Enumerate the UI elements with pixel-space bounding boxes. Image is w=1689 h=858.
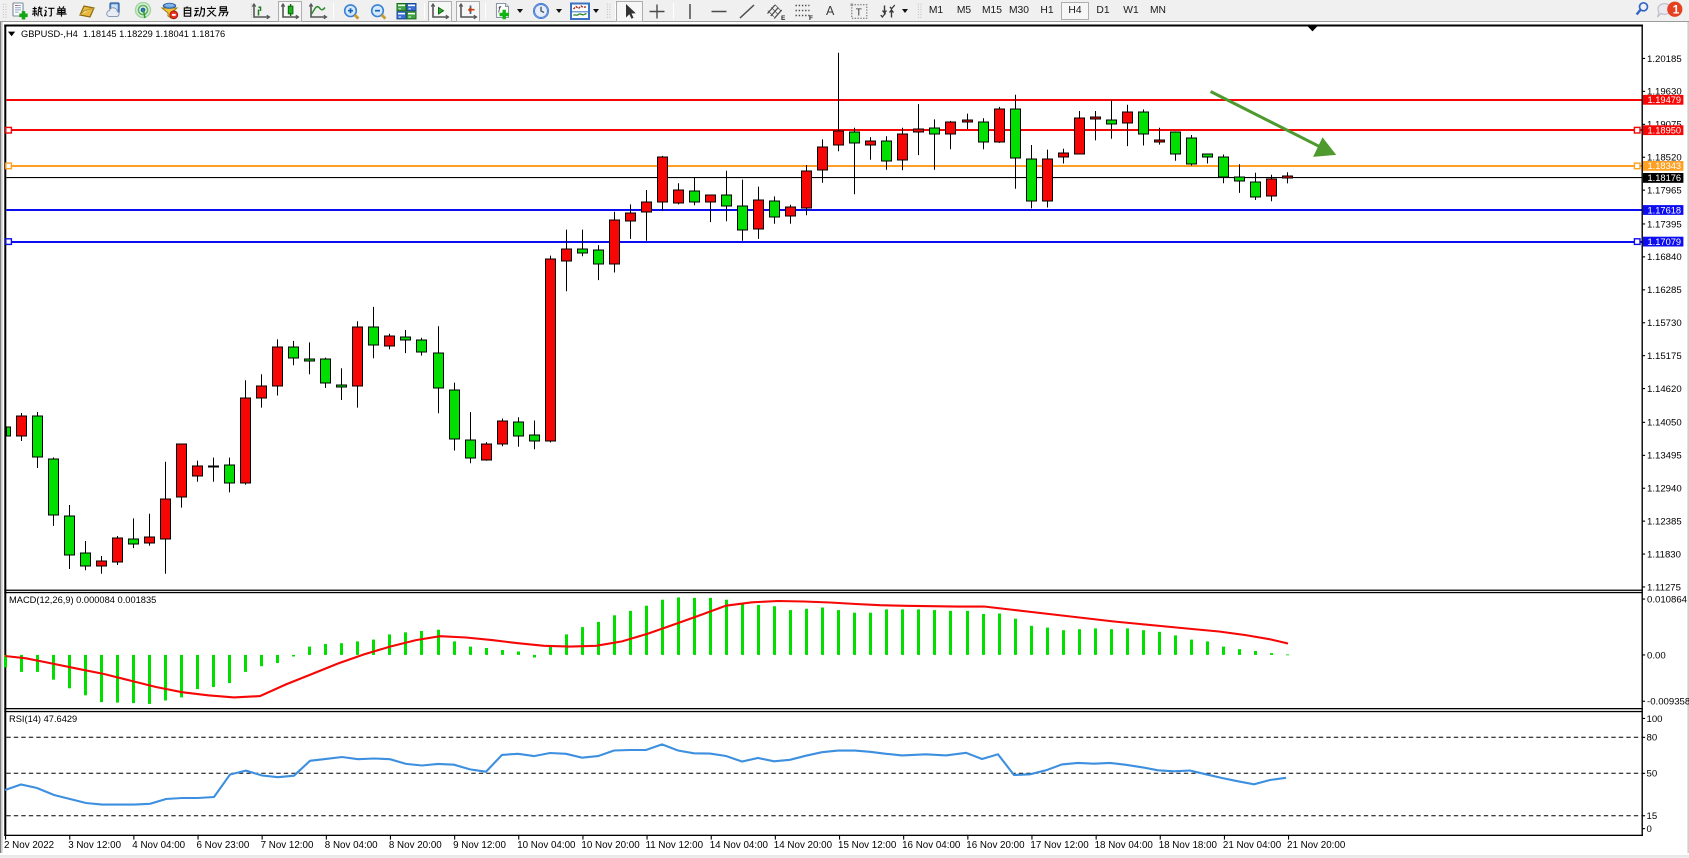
svg-text:8 Nov 20:00: 8 Nov 20:00	[389, 840, 442, 851]
svg-text:15: 15	[1647, 811, 1658, 822]
svg-text:17 Nov 12:00: 17 Nov 12:00	[1030, 840, 1089, 851]
svg-text:50: 50	[1647, 769, 1658, 780]
svg-text:1.13495: 1.13495	[1647, 451, 1682, 462]
svg-text:16 Nov 04:00: 16 Nov 04:00	[902, 840, 961, 851]
svg-text:0: 0	[1647, 824, 1652, 835]
svg-text:RSI(14) 47.6429: RSI(14) 47.6429	[9, 714, 77, 724]
svg-text:15 Nov 12:00: 15 Nov 12:00	[838, 840, 897, 851]
svg-text:16 Nov 20:00: 16 Nov 20:00	[966, 840, 1025, 851]
svg-text:1.17965: 1.17965	[1647, 186, 1682, 197]
svg-text:10 Nov 20:00: 10 Nov 20:00	[581, 840, 640, 851]
svg-text:GBPUSD-,H4 1.18145 1.18229 1.: GBPUSD-,H4 1.18145 1.18229 1.18041 1.181…	[21, 29, 225, 39]
svg-text:1.11275: 1.11275	[1647, 582, 1681, 593]
svg-text:80: 80	[1647, 733, 1658, 744]
svg-text:0.010864: 0.010864	[1647, 594, 1688, 605]
svg-text:1.18950: 1.18950	[1648, 126, 1682, 136]
svg-text:9 Nov 12:00: 9 Nov 12:00	[453, 840, 506, 851]
svg-text:1.20185: 1.20185	[1647, 54, 1682, 65]
svg-text:1.11830: 1.11830	[1647, 549, 1681, 560]
svg-text:1.16285: 1.16285	[1647, 285, 1682, 296]
svg-text:-0.009358: -0.009358	[1647, 697, 1689, 708]
svg-text:f: f	[498, 5, 502, 15]
svg-text:10 Nov 04:00: 10 Nov 04:00	[517, 840, 576, 851]
svg-text:1.19075: 1.19075	[1647, 120, 1682, 131]
svg-text:1.18520: 1.18520	[1647, 153, 1682, 164]
svg-text:21 Nov 20:00: 21 Nov 20:00	[1287, 840, 1346, 851]
svg-text:0.00: 0.00	[1647, 650, 1666, 661]
svg-text:4 Nov 04:00: 4 Nov 04:00	[132, 840, 185, 851]
svg-text:T: T	[856, 8, 862, 19]
svg-text:1.17618: 1.17618	[1648, 205, 1682, 215]
svg-text:7 Nov 12:00: 7 Nov 12:00	[261, 840, 314, 851]
svg-text:1.12385: 1.12385	[1647, 517, 1682, 528]
svg-text:3 Nov 12:00: 3 Nov 12:00	[68, 840, 121, 851]
svg-text:1.19630: 1.19630	[1647, 87, 1682, 98]
svg-text:14 Nov 04:00: 14 Nov 04:00	[710, 840, 769, 851]
svg-text:E: E	[781, 15, 786, 21]
svg-text:1.18343: 1.18343	[1648, 161, 1682, 171]
svg-text:18 Nov 18:00: 18 Nov 18:00	[1159, 840, 1218, 851]
svg-text:1.15730: 1.15730	[1647, 318, 1682, 329]
svg-text:1.17079: 1.17079	[1648, 237, 1682, 247]
svg-text:11 Nov 12:00: 11 Nov 12:00	[646, 840, 704, 851]
svg-text:1.12940: 1.12940	[1647, 484, 1682, 495]
svg-text:100: 100	[1647, 714, 1663, 725]
svg-text:18 Nov 04:00: 18 Nov 04:00	[1095, 840, 1154, 851]
svg-text:1.16840: 1.16840	[1647, 252, 1682, 263]
svg-text:1.17395: 1.17395	[1647, 219, 1682, 230]
svg-text:1: 1	[1673, 2, 1680, 16]
svg-text:14 Nov 20:00: 14 Nov 20:00	[774, 840, 833, 851]
svg-text:2 Nov 2022: 2 Nov 2022	[4, 840, 54, 851]
svg-text:F: F	[809, 15, 813, 21]
svg-text:1.18176: 1.18176	[1648, 173, 1682, 183]
svg-text:1.14050: 1.14050	[1647, 418, 1682, 429]
svg-text:1.14620: 1.14620	[1647, 384, 1682, 395]
svg-text:1.15175: 1.15175	[1647, 351, 1682, 362]
svg-text:21 Nov 04:00: 21 Nov 04:00	[1223, 840, 1282, 851]
svg-text:1.19479: 1.19479	[1648, 95, 1682, 105]
svg-text:6 Nov 23:00: 6 Nov 23:00	[197, 840, 250, 851]
svg-text:8 Nov 04:00: 8 Nov 04:00	[325, 840, 378, 851]
svg-text:MACD(12,26,9) 0.000084 0.00183: MACD(12,26,9) 0.000084 0.001835	[9, 595, 156, 605]
